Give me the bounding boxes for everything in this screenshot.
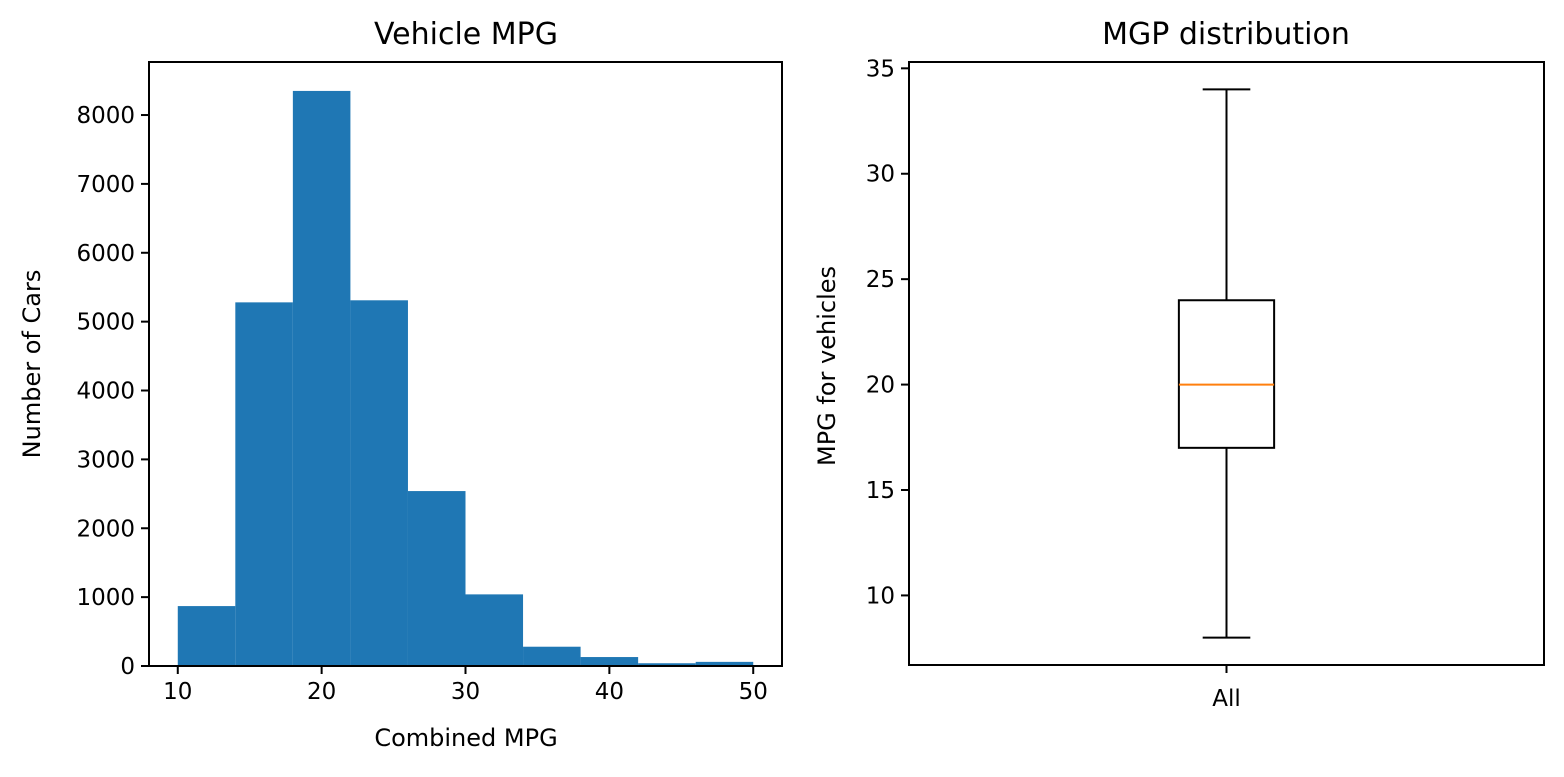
histogram-bar [407,491,466,666]
histogram-x-tick-label: 50 [739,679,768,705]
boxplot-x-ticks: All [1212,665,1241,712]
boxplot-y-tick-label: 30 [866,162,895,188]
histogram-title: Vehicle MPG [374,17,558,52]
histogram-bar [638,663,696,666]
histogram-x-tick-label: 40 [595,679,624,705]
histogram-bar [350,300,408,666]
histogram-y-tick-label: 5000 [76,310,135,336]
histogram-x-axis-label: Combined MPG [374,724,557,752]
boxplot-y-tick-label: 20 [866,373,895,399]
boxplot-y-tick-label: 25 [866,267,895,293]
boxplot-y-tick-label: 35 [866,56,895,82]
histogram-bar [177,606,236,666]
histogram-bar [523,646,581,666]
boxplot-panel: MGP distribution All 10 15 20 25 30 35 MPG fo… [813,17,1545,712]
histogram-y-tick-label: 6000 [76,241,135,267]
histogram-y-ticks: 0 1000 2000 3000 4000 5000 6000 7000 8000 [76,103,149,680]
histogram-y-tick-label: 2000 [76,516,135,542]
histogram-bar [465,594,524,666]
histogram-y-tick-label: 0 [120,654,135,680]
histogram-y-tick-label: 1000 [76,585,135,611]
histogram-bars [177,90,754,666]
histogram-x-ticks: 10 20 30 40 50 [163,666,768,705]
histogram-y-tick-label: 4000 [76,379,135,405]
histogram-y-tick-label: 8000 [76,103,135,129]
boxplot-y-tick-label: 15 [866,478,895,504]
histogram-x-tick-label: 20 [307,679,336,705]
boxplot-y-axis-label: MPG for vehicles [813,266,841,466]
histogram-y-tick-label: 7000 [76,172,135,198]
histogram-bar [235,302,293,666]
histogram-y-tick-label: 3000 [76,447,135,473]
boxplot-marks [1177,88,1276,639]
boxplot-title: MGP distribution [1102,17,1350,52]
boxplot-box [1177,299,1276,449]
histogram-bar [292,90,351,666]
histogram-x-tick-label: 10 [163,679,192,705]
boxplot-x-tick-label: All [1212,686,1241,712]
histogram-bar [580,657,639,666]
boxplot-y-ticks: 10 15 20 25 30 35 [866,56,909,609]
boxplot-y-tick-label: 10 [866,583,895,609]
histogram-x-tick-label: 30 [451,679,480,705]
histogram-y-axis-label: Number of Cars [18,270,46,459]
histogram-bar [695,661,754,666]
histogram-panel: Vehicle MPG 10 20 30 40 50 0 1000 2000 3000 4000… [18,17,783,752]
